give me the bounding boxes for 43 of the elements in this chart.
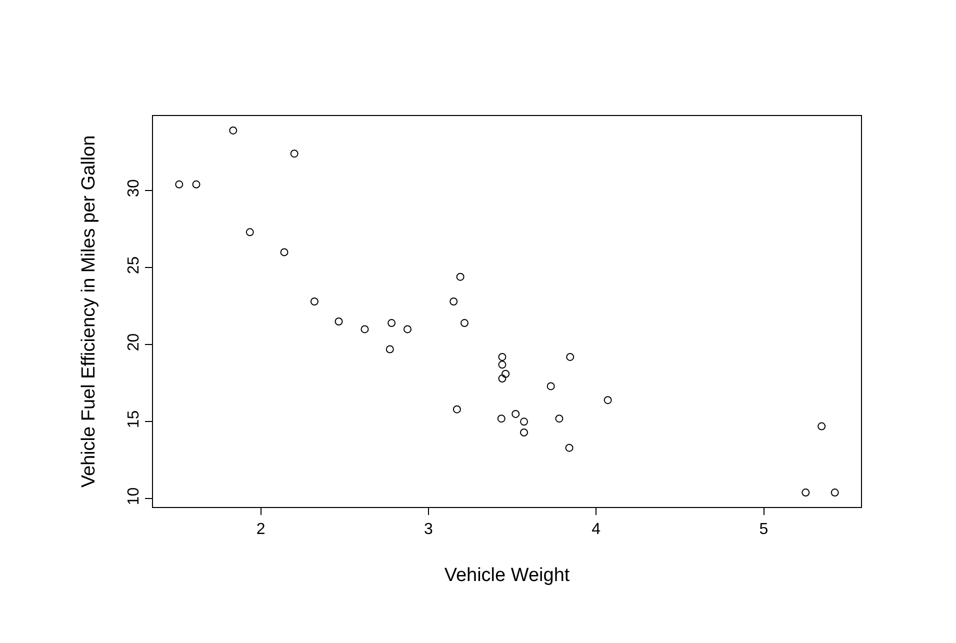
- point: [498, 352, 506, 361]
- x-tick-label: 3: [424, 521, 433, 538]
- point: [802, 488, 810, 497]
- point: [452, 405, 461, 414]
- point: [565, 444, 574, 452]
- y-tick-label: 30: [126, 179, 143, 198]
- point: [334, 318, 343, 326]
- y-tick-label: 10: [126, 487, 143, 506]
- point: [555, 414, 564, 423]
- point: [546, 382, 555, 390]
- y-axis-title: Vehicle Fuel Efficiency in Miles per Gallon: [78, 135, 100, 488]
- point: [290, 150, 298, 158]
- x-tick-label: 5: [759, 521, 768, 538]
- point: [512, 410, 520, 418]
- point: [404, 325, 412, 334]
- point: [498, 360, 506, 369]
- point: [360, 325, 369, 334]
- point: [460, 319, 468, 328]
- point: [456, 272, 464, 281]
- point: [520, 418, 528, 426]
- point: [830, 488, 839, 497]
- point: [566, 352, 574, 361]
- point: [502, 370, 510, 378]
- point: [450, 297, 458, 306]
- y-tick-label: 20: [126, 333, 143, 352]
- x-axis-title: Vehicle Weight: [444, 565, 570, 586]
- point: [246, 228, 254, 236]
- point: [229, 126, 238, 134]
- point: [818, 422, 826, 430]
- point: [175, 180, 184, 188]
- x-tick-label: 2: [256, 521, 266, 538]
- point: [498, 374, 506, 383]
- point: [497, 414, 506, 423]
- y-tick-label: 15: [126, 410, 143, 428]
- point: [310, 297, 318, 306]
- point: [604, 396, 612, 404]
- point: [280, 248, 288, 256]
- point: [520, 428, 528, 436]
- point: [386, 345, 394, 354]
- point: [192, 180, 200, 188]
- y-tick-label: 25: [126, 256, 143, 274]
- point: [388, 319, 396, 328]
- x-tick-label: 4: [592, 521, 601, 538]
